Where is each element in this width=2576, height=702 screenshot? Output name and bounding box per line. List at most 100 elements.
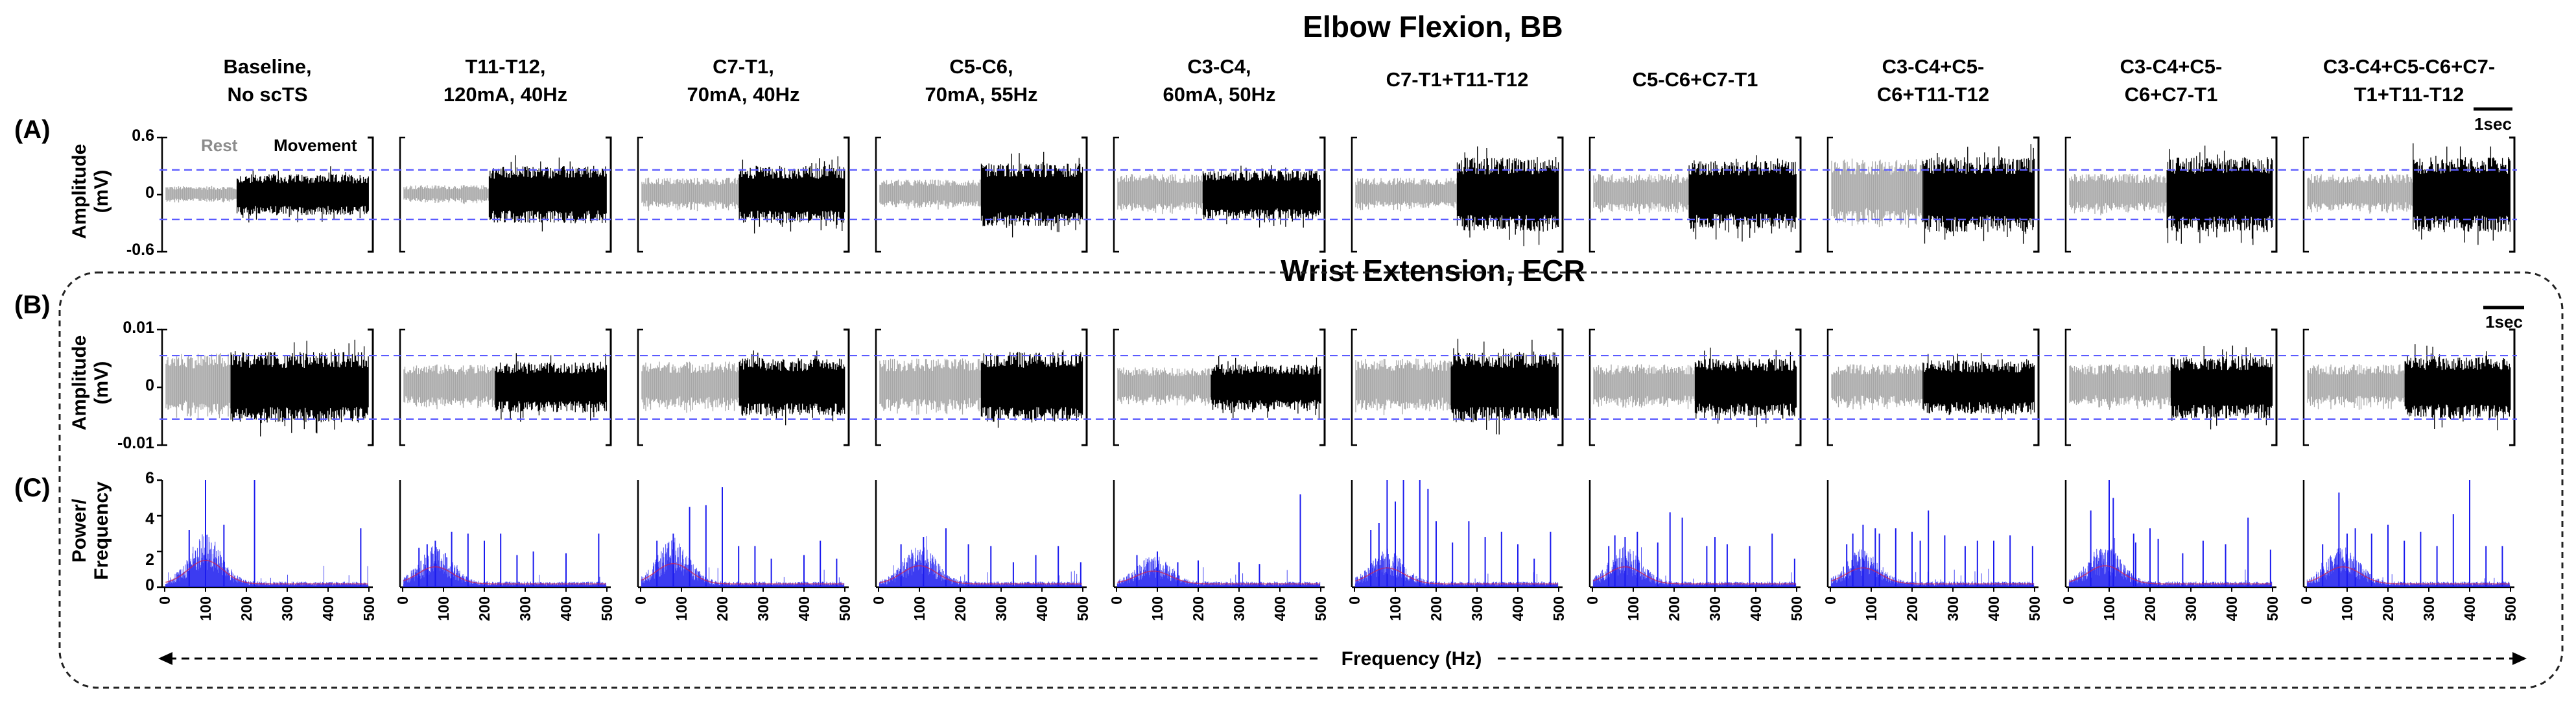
xtick-label: 200 (2380, 596, 2396, 621)
svg-text:C7-T1+T11-T12: C7-T1+T11-T12 (1386, 68, 1529, 91)
svg-text:No scTS: No scTS (227, 83, 307, 106)
xtick-label: 0 (1346, 596, 1363, 605)
svg-text:C3-C4,: C3-C4, (1187, 55, 1251, 78)
xtick-label: 100 (673, 596, 690, 621)
xtick-label: 100 (197, 596, 214, 621)
power-spectrum-5: 0 100 200 300 400 500 (1346, 480, 1567, 621)
xtick-label: 400 (1985, 596, 2002, 621)
xtick-label: 500 (598, 596, 615, 621)
xtick-label: 200 (714, 596, 731, 621)
power-spectrum-4: 0 100 200 300 400 500 (1108, 480, 1329, 621)
ylabel-b: Amplitude (mV) (69, 335, 112, 431)
condition-header-0: Baseline, No scTS (223, 55, 311, 106)
svg-text:C5-C6,: C5-C6, (949, 55, 1013, 78)
svg-text:Frequency: Frequency (91, 481, 112, 580)
xtick-label: 300 (2420, 596, 2437, 621)
xtick-label: 100 (1387, 596, 1404, 621)
emg-trace-b-3 (875, 328, 1088, 446)
svg-text:0: 0 (145, 184, 154, 202)
xtick-label: 300 (1944, 596, 1961, 621)
xtick-label: 500 (360, 596, 377, 621)
emg-trace-b-9 (2302, 328, 2516, 446)
svg-text:60mA, 50Hz: 60mA, 50Hz (1163, 83, 1275, 106)
svg-text:6: 6 (145, 469, 154, 487)
svg-text:0: 0 (145, 576, 154, 594)
svg-text:T11-T12,: T11-T12, (465, 55, 545, 78)
svg-text:C5-C6+C7-T1: C5-C6+C7-T1 (1633, 68, 1758, 91)
condition-header-7: C3-C4+C5- C6+T11-T12 (1877, 55, 1989, 106)
emg-trace-a-2 (637, 136, 850, 253)
xtick-label: 0 (632, 596, 649, 605)
emg-trace-b-1 (399, 328, 612, 446)
xtick-label: 500 (1312, 596, 1329, 621)
emg-trace-a-4 (1113, 136, 1326, 253)
power-spectrum-8: 0 100 200 300 400 500 (2060, 480, 2281, 621)
emg-trace-b-7 (1826, 328, 2040, 446)
xtick-label: 500 (2026, 596, 2043, 621)
panel-label-c: (C) (14, 474, 51, 502)
xtick-label: 400 (1747, 596, 1764, 621)
condition-header-1: T11-T12, 120mA, 40Hz (443, 55, 567, 106)
xtick-label: 300 (1469, 596, 1485, 621)
panel-bc-frame (58, 271, 2564, 689)
svg-text:0.01: 0.01 (123, 319, 154, 337)
xtick-label: 200 (1428, 596, 1445, 621)
emg-trace-a-0 (157, 136, 374, 253)
xtick-label: 400 (320, 596, 337, 621)
condition-header-9: C3-C4+C5-C6+C7- T1+T11-T12 (2323, 55, 2495, 106)
xtick-label: 0 (2298, 596, 2315, 605)
yticks-a: 0.6 0 -0.6 (126, 127, 154, 259)
ylabel-a: Amplitude (mV) (69, 144, 112, 239)
xtick-label: 0 (156, 596, 173, 605)
xtick-label: 200 (238, 596, 255, 621)
condition-header-5: C7-T1+T11-T12 (1386, 68, 1529, 91)
svg-text:-0.01: -0.01 (117, 434, 154, 452)
svg-text:Baseline,: Baseline, (223, 55, 311, 78)
xtick-label: 300 (2182, 596, 2199, 621)
panel-label-b: (B) (14, 291, 51, 319)
ylabel-c: Power/ Frequency (69, 481, 112, 580)
emg-trace-a-3 (875, 136, 1088, 253)
svg-text:2: 2 (145, 551, 154, 569)
xtick-label: 200 (476, 596, 493, 621)
condition-header-4: C3-C4, 60mA, 50Hz (1163, 55, 1275, 106)
xtick-label: 100 (1625, 596, 1642, 621)
xtick-label: 500 (836, 596, 853, 621)
emg-trace-a-1 (399, 136, 612, 253)
condition-header-8: C3-C4+C5- C6+C7-T1 (2120, 55, 2223, 106)
svg-text:C3-C4+C5-: C3-C4+C5- (2120, 55, 2223, 78)
xtick-label: 400 (2223, 596, 2240, 621)
svg-text:C3-C4+C5-: C3-C4+C5- (1882, 55, 1985, 78)
power-spectrum-7: 0 100 200 300 400 500 (1822, 480, 2043, 621)
xtick-label: 400 (2461, 596, 2478, 621)
xtick-label: 400 (796, 596, 812, 621)
xtick-label: 500 (2264, 596, 2281, 621)
emg-trace-a-7 (1826, 136, 2040, 253)
emg-trace-a-6 (1589, 136, 1802, 253)
emg-trace-b-5 (1351, 328, 1564, 446)
xtick-label: 100 (2101, 596, 2118, 621)
svg-text:Frequency (Hz): Frequency (Hz) (1341, 648, 1482, 670)
svg-text:C6+C7-T1: C6+C7-T1 (2125, 83, 2218, 106)
xtick-label: 300 (755, 596, 772, 621)
xtick-label: 300 (1707, 596, 1723, 621)
svg-text:1sec: 1sec (2474, 114, 2512, 134)
movement-label: Movement (274, 136, 357, 155)
condition-header-6: C5-C6+C7-T1 (1633, 68, 1758, 91)
xtick-label: 0 (870, 596, 887, 605)
svg-text:T1+T11-T12: T1+T11-T12 (2354, 83, 2464, 106)
xtick-label: 0 (2060, 596, 2077, 605)
rest-label: Rest (201, 136, 238, 155)
xtick-label: 0 (1108, 596, 1125, 605)
svg-text:1sec: 1sec (2485, 312, 2523, 332)
xtick-label: 200 (952, 596, 969, 621)
power-spectrum-2: 0 100 200 300 400 500 (632, 480, 853, 621)
panel-label-a: (A) (14, 115, 51, 144)
power-spectrum-3: 0 100 200 300 400 500 (870, 480, 1091, 621)
xtick-label: 100 (2339, 596, 2356, 621)
xtick-label: 200 (1904, 596, 1920, 621)
yticks-c: 6 4 2 0 (145, 469, 154, 594)
svg-text:70mA, 40Hz: 70mA, 40Hz (687, 83, 799, 106)
xtick-label: 200 (1666, 596, 1683, 621)
xtick-label: 400 (558, 596, 574, 621)
